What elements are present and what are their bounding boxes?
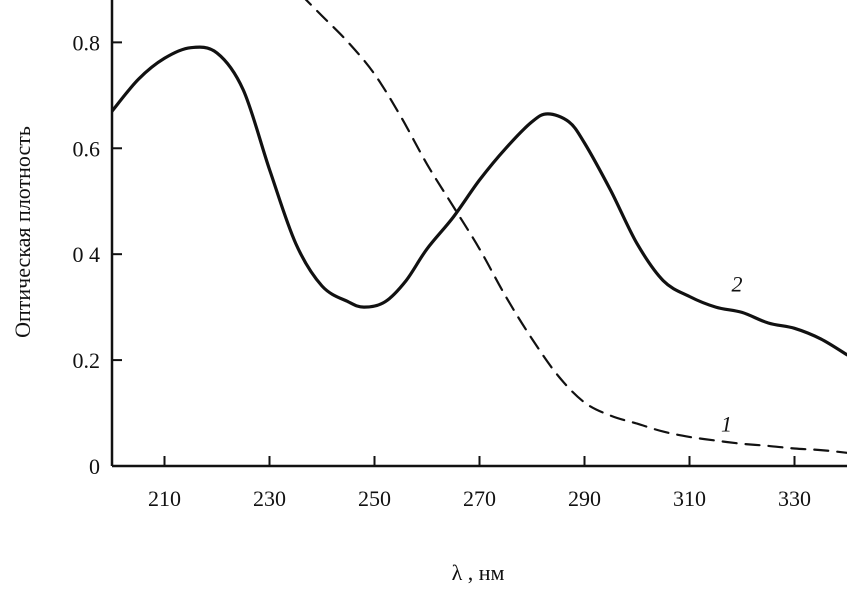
x-tick-label: 330 bbox=[778, 486, 811, 511]
y-ticks: 0 0.2 0 4 0.6 0.8 bbox=[73, 30, 122, 479]
x-tick-label: 310 bbox=[673, 486, 706, 511]
x-tick-label: 270 bbox=[463, 486, 496, 511]
y-tick-label: 0 bbox=[89, 454, 100, 479]
series-label-2: 2 bbox=[732, 271, 743, 296]
series-line-2 bbox=[112, 45, 847, 357]
series-labels: 21 bbox=[721, 271, 743, 436]
series-label-1: 1 bbox=[721, 412, 732, 437]
y-tick-label: 0.8 bbox=[73, 30, 101, 55]
y-tick-label: 0.6 bbox=[73, 136, 101, 161]
y-axis-title: Оптическая плотность bbox=[10, 126, 35, 338]
x-ticks: 210 230 250 270 290 310 330 bbox=[148, 456, 811, 511]
x-tick-label: 230 bbox=[253, 486, 286, 511]
y-tick-label: 0.2 bbox=[73, 348, 101, 373]
series-line-1 bbox=[304, 0, 847, 454]
x-axis-title: λ , нм bbox=[452, 560, 505, 585]
x-tick-label: 290 bbox=[568, 486, 601, 511]
series-layer bbox=[112, 0, 847, 454]
axes bbox=[110, 0, 847, 468]
x-tick-label: 210 bbox=[148, 486, 181, 511]
y-tick-label: 0 4 bbox=[73, 242, 101, 267]
x-tick-label: 250 bbox=[358, 486, 391, 511]
